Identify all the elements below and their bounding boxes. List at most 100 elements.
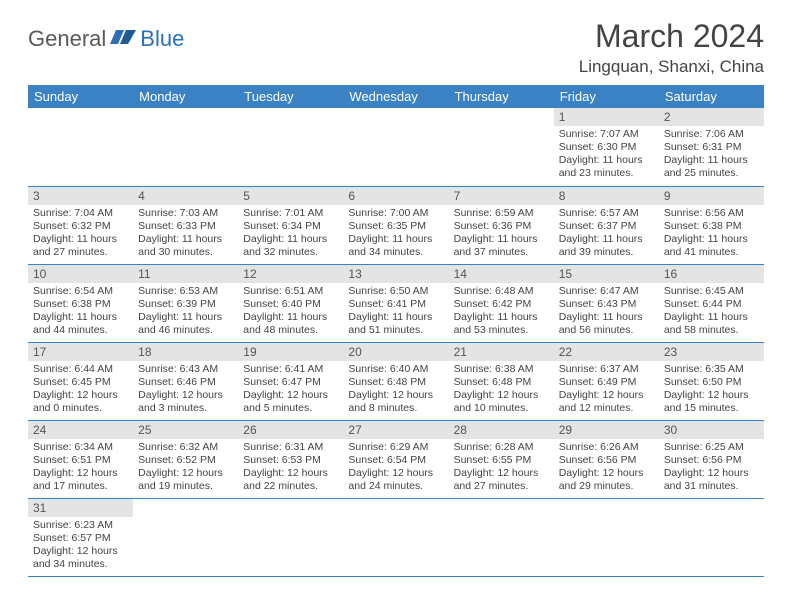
day-number: 18 <box>133 343 238 361</box>
day-details: Sunrise: 6:41 AMSunset: 6:47 PMDaylight:… <box>238 361 343 420</box>
calendar-table: SundayMondayTuesdayWednesdayThursdayFrid… <box>28 85 764 577</box>
day-number: 17 <box>28 343 133 361</box>
calendar-cell: 29Sunrise: 6:26 AMSunset: 6:56 PMDayligh… <box>554 420 659 498</box>
calendar-cell-empty <box>238 108 343 186</box>
day-number: 23 <box>659 343 764 361</box>
calendar-cell: 24Sunrise: 6:34 AMSunset: 6:51 PMDayligh… <box>28 420 133 498</box>
day-details: Sunrise: 6:35 AMSunset: 6:50 PMDaylight:… <box>659 361 764 420</box>
calendar-cell: 12Sunrise: 6:51 AMSunset: 6:40 PMDayligh… <box>238 264 343 342</box>
brand-part2: Blue <box>140 26 184 52</box>
day-details: Sunrise: 6:26 AMSunset: 6:56 PMDaylight:… <box>554 439 659 498</box>
calendar-cell: 16Sunrise: 6:45 AMSunset: 6:44 PMDayligh… <box>659 264 764 342</box>
day-details: Sunrise: 7:07 AMSunset: 6:30 PMDaylight:… <box>554 126 659 185</box>
day-number: 2 <box>659 108 764 126</box>
calendar-cell: 31Sunrise: 6:23 AMSunset: 6:57 PMDayligh… <box>28 498 133 576</box>
day-number: 31 <box>28 499 133 517</box>
calendar-cell: 15Sunrise: 6:47 AMSunset: 6:43 PMDayligh… <box>554 264 659 342</box>
calendar-cell: 21Sunrise: 6:38 AMSunset: 6:48 PMDayligh… <box>449 342 554 420</box>
calendar-cell-empty <box>133 498 238 576</box>
calendar-cell: 9Sunrise: 6:56 AMSunset: 6:38 PMDaylight… <box>659 186 764 264</box>
day-number: 15 <box>554 265 659 283</box>
day-details: Sunrise: 6:31 AMSunset: 6:53 PMDaylight:… <box>238 439 343 498</box>
day-number: 9 <box>659 187 764 205</box>
day-details: Sunrise: 7:00 AMSunset: 6:35 PMDaylight:… <box>343 205 448 264</box>
calendar-cell: 10Sunrise: 6:54 AMSunset: 6:38 PMDayligh… <box>28 264 133 342</box>
day-details: Sunrise: 6:50 AMSunset: 6:41 PMDaylight:… <box>343 283 448 342</box>
weekday-header: Friday <box>554 85 659 108</box>
calendar-cell: 20Sunrise: 6:40 AMSunset: 6:48 PMDayligh… <box>343 342 448 420</box>
day-number: 30 <box>659 421 764 439</box>
day-number: 26 <box>238 421 343 439</box>
day-number: 4 <box>133 187 238 205</box>
calendar-cell-empty <box>343 498 448 576</box>
day-number: 21 <box>449 343 554 361</box>
flag-icon <box>110 28 136 51</box>
day-details: Sunrise: 6:28 AMSunset: 6:55 PMDaylight:… <box>449 439 554 498</box>
calendar-cell: 26Sunrise: 6:31 AMSunset: 6:53 PMDayligh… <box>238 420 343 498</box>
day-details: Sunrise: 6:56 AMSunset: 6:38 PMDaylight:… <box>659 205 764 264</box>
calendar-cell: 17Sunrise: 6:44 AMSunset: 6:45 PMDayligh… <box>28 342 133 420</box>
calendar-cell-empty <box>133 108 238 186</box>
day-details: Sunrise: 6:44 AMSunset: 6:45 PMDaylight:… <box>28 361 133 420</box>
weekday-header: Tuesday <box>238 85 343 108</box>
weekday-header: Wednesday <box>343 85 448 108</box>
calendar-cell-empty <box>28 108 133 186</box>
day-number: 16 <box>659 265 764 283</box>
calendar-cell: 19Sunrise: 6:41 AMSunset: 6:47 PMDayligh… <box>238 342 343 420</box>
day-number: 25 <box>133 421 238 439</box>
calendar-cell: 2Sunrise: 7:06 AMSunset: 6:31 PMDaylight… <box>659 108 764 186</box>
calendar-cell: 23Sunrise: 6:35 AMSunset: 6:50 PMDayligh… <box>659 342 764 420</box>
calendar-cell: 5Sunrise: 7:01 AMSunset: 6:34 PMDaylight… <box>238 186 343 264</box>
day-details: Sunrise: 6:38 AMSunset: 6:48 PMDaylight:… <box>449 361 554 420</box>
weekday-header: Thursday <box>449 85 554 108</box>
day-details: Sunrise: 6:34 AMSunset: 6:51 PMDaylight:… <box>28 439 133 498</box>
day-details: Sunrise: 6:23 AMSunset: 6:57 PMDaylight:… <box>28 517 133 576</box>
day-number: 5 <box>238 187 343 205</box>
day-number: 7 <box>449 187 554 205</box>
weekday-header: Saturday <box>659 85 764 108</box>
calendar-cell: 27Sunrise: 6:29 AMSunset: 6:54 PMDayligh… <box>343 420 448 498</box>
day-number: 12 <box>238 265 343 283</box>
day-number: 13 <box>343 265 448 283</box>
calendar-cell-empty <box>238 498 343 576</box>
calendar-cell: 14Sunrise: 6:48 AMSunset: 6:42 PMDayligh… <box>449 264 554 342</box>
calendar-cell: 18Sunrise: 6:43 AMSunset: 6:46 PMDayligh… <box>133 342 238 420</box>
calendar-cell: 8Sunrise: 6:57 AMSunset: 6:37 PMDaylight… <box>554 186 659 264</box>
day-number: 19 <box>238 343 343 361</box>
calendar-cell: 25Sunrise: 6:32 AMSunset: 6:52 PMDayligh… <box>133 420 238 498</box>
day-number: 10 <box>28 265 133 283</box>
calendar-cell: 7Sunrise: 6:59 AMSunset: 6:36 PMDaylight… <box>449 186 554 264</box>
day-number: 1 <box>554 108 659 126</box>
day-details: Sunrise: 7:03 AMSunset: 6:33 PMDaylight:… <box>133 205 238 264</box>
day-details: Sunrise: 7:01 AMSunset: 6:34 PMDaylight:… <box>238 205 343 264</box>
day-details: Sunrise: 6:29 AMSunset: 6:54 PMDaylight:… <box>343 439 448 498</box>
calendar-cell: 22Sunrise: 6:37 AMSunset: 6:49 PMDayligh… <box>554 342 659 420</box>
calendar-cell: 3Sunrise: 7:04 AMSunset: 6:32 PMDaylight… <box>28 186 133 264</box>
weekday-header: Sunday <box>28 85 133 108</box>
calendar-cell-empty <box>449 108 554 186</box>
day-number: 3 <box>28 187 133 205</box>
day-details: Sunrise: 7:04 AMSunset: 6:32 PMDaylight:… <box>28 205 133 264</box>
calendar-cell: 1Sunrise: 7:07 AMSunset: 6:30 PMDaylight… <box>554 108 659 186</box>
day-number: 22 <box>554 343 659 361</box>
day-details: Sunrise: 6:43 AMSunset: 6:46 PMDaylight:… <box>133 361 238 420</box>
day-details: Sunrise: 6:59 AMSunset: 6:36 PMDaylight:… <box>449 205 554 264</box>
day-details: Sunrise: 6:40 AMSunset: 6:48 PMDaylight:… <box>343 361 448 420</box>
day-details: Sunrise: 6:51 AMSunset: 6:40 PMDaylight:… <box>238 283 343 342</box>
day-number: 14 <box>449 265 554 283</box>
brand-part1: General <box>28 26 106 52</box>
day-number: 11 <box>133 265 238 283</box>
page-title: March 2024 <box>579 18 764 55</box>
location: Lingquan, Shanxi, China <box>579 57 764 77</box>
day-details: Sunrise: 6:45 AMSunset: 6:44 PMDaylight:… <box>659 283 764 342</box>
weekday-header: Monday <box>133 85 238 108</box>
calendar-cell-empty <box>659 498 764 576</box>
day-details: Sunrise: 6:25 AMSunset: 6:56 PMDaylight:… <box>659 439 764 498</box>
day-number: 6 <box>343 187 448 205</box>
day-number: 20 <box>343 343 448 361</box>
day-details: Sunrise: 6:48 AMSunset: 6:42 PMDaylight:… <box>449 283 554 342</box>
calendar-cell: 13Sunrise: 6:50 AMSunset: 6:41 PMDayligh… <box>343 264 448 342</box>
calendar-cell: 6Sunrise: 7:00 AMSunset: 6:35 PMDaylight… <box>343 186 448 264</box>
day-number: 24 <box>28 421 133 439</box>
day-details: Sunrise: 6:47 AMSunset: 6:43 PMDaylight:… <box>554 283 659 342</box>
